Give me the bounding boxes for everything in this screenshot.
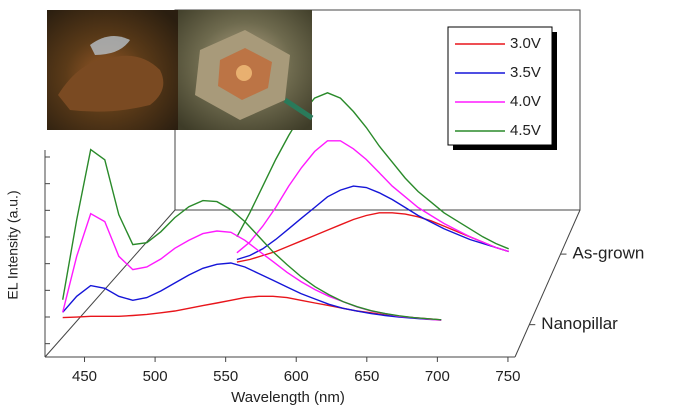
photo-highlight: [90, 36, 130, 55]
x-tick-label: 600: [284, 368, 309, 385]
floor-edge: [44, 209, 176, 358]
legend-label: 4.5V: [510, 122, 541, 139]
photo-wire: [283, 97, 314, 121]
depth-axis: [514, 209, 581, 358]
plot-area: [62, 92, 509, 321]
legend-label: 4.0V: [510, 93, 541, 110]
spectrum-line: [62, 295, 442, 321]
x-tick-label: 650: [354, 368, 379, 385]
x-tick-label: 500: [143, 368, 168, 385]
spectrum-line: [236, 140, 509, 254]
spectrum-line: [62, 148, 442, 321]
z-tick-label: As-grown: [573, 244, 645, 263]
z-tick-label: Nanopillar: [541, 314, 618, 333]
x-tick-label: 750: [495, 368, 520, 385]
x-axis-title: Wavelength (nm): [231, 389, 345, 406]
spectrum-line: [62, 262, 442, 321]
photo-shape: [58, 55, 164, 112]
photo-inset: [47, 10, 314, 130]
axes-frame: [44, 9, 581, 358]
y-axis-title: EL Intensity (a.u.): [5, 190, 21, 299]
legend-box: [447, 26, 553, 146]
legend-label: 3.0V: [510, 35, 541, 52]
photo-led: [236, 65, 252, 81]
x-tick-label: 700: [425, 368, 450, 385]
spectrum-line: [236, 92, 509, 250]
x-tick-label: 450: [72, 368, 97, 385]
legend: 3.0V 3.5V 4.0V 4.5V: [447, 26, 557, 150]
legend-label: 3.5V: [510, 64, 541, 81]
spectrum-line: [236, 185, 509, 261]
x-tick-label: 550: [213, 368, 238, 385]
